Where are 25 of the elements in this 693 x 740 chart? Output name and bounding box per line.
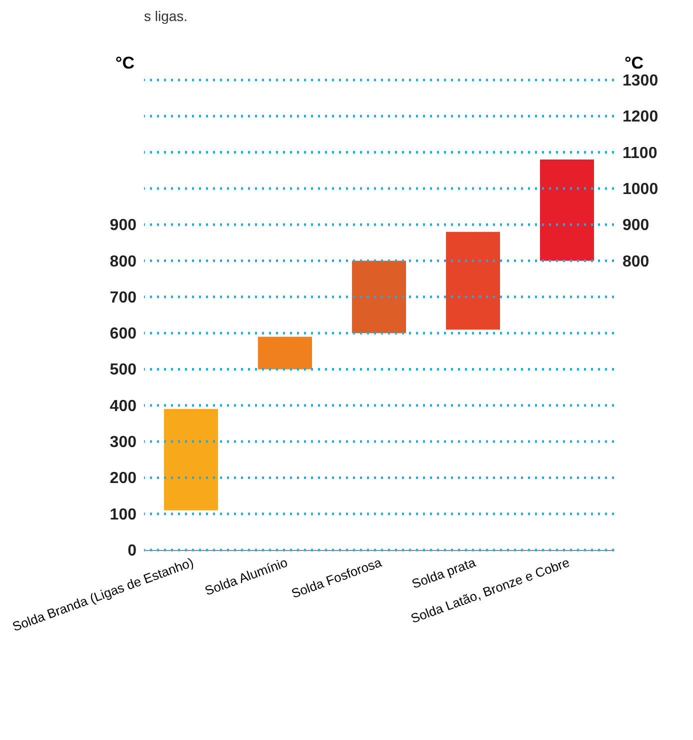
y-tick-label: 500: [110, 362, 137, 379]
y-tick-label: 700: [110, 289, 137, 306]
y-axis-title: °C: [115, 54, 134, 72]
y2-tick-label: 1000: [622, 180, 658, 198]
y-tick-label: 900: [110, 217, 137, 234]
y2-tick-label: 1100: [622, 144, 658, 162]
y-tick-label: 400: [110, 398, 137, 415]
bar: [446, 232, 500, 330]
x-tick-label: Solda prata: [410, 554, 478, 592]
bar: [352, 260, 406, 334]
y-tick-label: 600: [110, 326, 137, 343]
y-tick-label: 800: [110, 253, 137, 270]
text: s ligas.: [144, 8, 188, 24]
y-tick-label: 100: [110, 506, 137, 524]
y2-tick-label: 1300: [622, 72, 658, 90]
y2-tick-label: 1200: [622, 108, 658, 126]
y2-tick-label: 800: [622, 253, 650, 270]
y-tick-label: 200: [110, 470, 137, 488]
y-tick-label: 0: [128, 542, 137, 560]
y2-tick-label: 900: [622, 217, 650, 234]
bar: [540, 160, 594, 261]
y2-axis-title: °C: [624, 54, 644, 72]
y-tick-label: 300: [110, 434, 137, 452]
bar: [164, 409, 218, 510]
bar: [258, 336, 312, 370]
